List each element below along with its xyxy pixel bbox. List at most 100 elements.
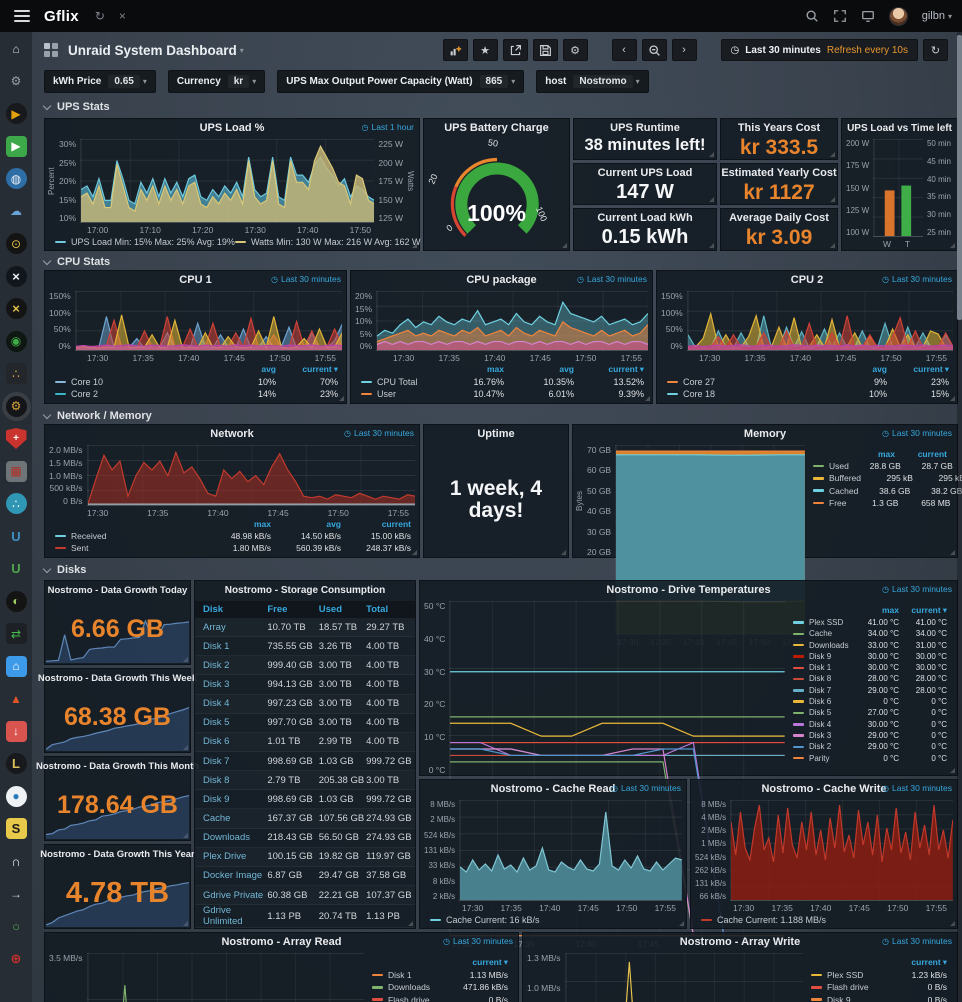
- sidebar-app-icon[interactable]: ●: [5, 785, 27, 807]
- time-range-link[interactable]: ◷ Last 30 minutes: [882, 274, 952, 284]
- share-button[interactable]: [502, 39, 528, 61]
- legend-item[interactable]: Cache 34.00 °C 34.00 °C: [793, 628, 947, 639]
- column-header[interactable]: Disk: [203, 604, 224, 615]
- panel-title[interactable]: Estimated Yearly Cost: [721, 167, 837, 179]
- legend-item[interactable]: Parity 0 °C 0 °C: [793, 753, 947, 764]
- panel-title[interactable]: Nostromo - Cache Write: [761, 783, 887, 795]
- legend-item[interactable]: Plex SSD 1.23 kB/s: [811, 969, 947, 981]
- legend-item[interactable]: Cache Current: 16 kB/s: [430, 915, 540, 925]
- legend-item[interactable]: Sent 1.80 MB/s 560.39 kB/s 248.37 kB/s: [55, 542, 411, 554]
- section-header-disks[interactable]: Disks: [42, 564, 86, 576]
- legend-item[interactable]: Core 10 10% 70%: [55, 376, 338, 388]
- legend-item[interactable]: Free 1.3 GB 658 MB: [813, 497, 950, 509]
- close-tab-icon[interactable]: ×: [118, 9, 126, 23]
- panel-title[interactable]: Nostromo - Drive Temperatures: [606, 584, 771, 596]
- sidebar-app-icon[interactable]: ○: [12, 918, 20, 934]
- legend-item[interactable]: Flash drive 0 B/s: [811, 981, 947, 993]
- time-range-link[interactable]: ◷ Last 30 minutes: [882, 428, 952, 438]
- sidebar-app-icon[interactable]: ×: [5, 265, 27, 287]
- section-header-ups-stats[interactable]: UPS Stats: [42, 101, 110, 113]
- search-icon[interactable]: [805, 9, 819, 23]
- legend-item[interactable]: Disk 5 27.00 °C 0 °C: [793, 707, 947, 718]
- section-header-cpu-stats[interactable]: CPU Stats: [42, 256, 110, 268]
- legend-item[interactable]: Downloads 471.86 kB/s: [372, 981, 508, 993]
- user-menu[interactable]: gilbn ▾: [921, 10, 952, 22]
- legend-item[interactable]: Disk 1 30.00 °C 30.00 °C: [793, 662, 947, 673]
- legend-item[interactable]: Core 27 9% 23%: [667, 376, 949, 388]
- panel-title[interactable]: Nostromo - Data Growth This Month: [35, 760, 200, 772]
- sidebar-app-icon[interactable]: ⊕: [10, 951, 22, 966]
- save-button[interactable]: [532, 39, 558, 61]
- panel-title[interactable]: Network: [210, 428, 254, 440]
- template-variable-dropdown[interactable]: Currency kr ▾: [167, 70, 266, 93]
- panel-title[interactable]: UPS Runtime: [610, 122, 680, 134]
- scrollbar-thumb[interactable]: [957, 35, 962, 320]
- legend-item[interactable]: Cached 38.6 GB 38.2 GB: [813, 485, 962, 497]
- menu-icon[interactable]: [14, 10, 30, 22]
- panel-title[interactable]: Nostromo - Storage Consumption: [224, 584, 386, 596]
- sidebar-app-icon[interactable]: +: [5, 428, 27, 449]
- refresh-dashboard-button[interactable]: ↻: [923, 39, 948, 61]
- sidebar-app-icon[interactable]: S: [5, 818, 27, 839]
- dashboard-grid-icon[interactable]: [44, 42, 59, 58]
- panel-title[interactable]: Nostromo - Data Growth Today: [47, 584, 188, 596]
- sidebar-app-icon[interactable]: ⌂: [12, 41, 20, 56]
- panel-title[interactable]: UPS Load %: [199, 122, 265, 134]
- time-range-link[interactable]: ◷ Last 30 minutes: [882, 783, 952, 793]
- panel-title[interactable]: Average Daily Cost: [729, 212, 829, 224]
- time-back-button[interactable]: ‹: [611, 39, 637, 61]
- time-range-link[interactable]: ◷ Last 30 minutes: [882, 584, 952, 594]
- sidebar-app-icon[interactable]: ◍: [5, 168, 27, 189]
- sidebar-app-icon[interactable]: ⊙: [5, 233, 27, 254]
- template-variable-dropdown[interactable]: UPS Max Output Power Capacity (Watt) 865 …: [277, 70, 525, 93]
- column-header[interactable]: Free: [267, 604, 288, 615]
- panel-title[interactable]: Uptime: [477, 428, 515, 440]
- sidebar-app-icon[interactable]: L: [5, 753, 27, 774]
- panel-title[interactable]: Nostromo - Array Read: [221, 936, 342, 948]
- legend-item[interactable]: Disk 3 29.00 °C 0 °C: [793, 730, 947, 741]
- sidebar-app-icon[interactable]: ⌂: [5, 655, 27, 677]
- panel-title[interactable]: CPU 1: [179, 274, 212, 286]
- panel-title[interactable]: UPS Battery Charge: [444, 122, 549, 134]
- legend-item[interactable]: Disk 9 0 B/s: [811, 994, 947, 1002]
- legend-item[interactable]: Watts Min: 130 W Max: 216 W Avg: 162 W: [234, 237, 421, 247]
- sidebar-app-icon[interactable]: ∴: [5, 363, 27, 384]
- legend-item[interactable]: UPS Load Min: 15% Max: 25% Avg: 19%: [55, 237, 235, 247]
- legend-item[interactable]: Disk 7 29.00 °C 28.00 °C: [793, 685, 947, 696]
- template-variable-dropdown[interactable]: host Nostromo ▾: [536, 70, 649, 93]
- legend-item[interactable]: Core 18 10% 15%: [667, 388, 949, 400]
- legend-item[interactable]: Disk 2 29.00 °C 0 °C: [793, 741, 947, 752]
- zoom-out-button[interactable]: [641, 39, 667, 61]
- legend-item[interactable]: Cache Current: 1.188 MB/s: [701, 915, 826, 925]
- sidebar-app-icon[interactable]: ⚙: [5, 395, 27, 417]
- panel-title[interactable]: UPS Load vs Time left: [847, 122, 952, 134]
- sidebar-app-icon[interactable]: ↓: [5, 720, 27, 742]
- sidebar-app-icon[interactable]: ⇄: [5, 623, 27, 644]
- sidebar-app-icon[interactable]: ×: [5, 298, 27, 319]
- legend-item[interactable]: Core 2 14% 23%: [55, 388, 338, 400]
- legend-item[interactable]: Used 28.8 GB 28.7 GB: [813, 460, 953, 472]
- time-range-link[interactable]: ◷ Last 1 hour: [361, 122, 414, 132]
- refresh-tab-icon[interactable]: ↻: [94, 9, 105, 23]
- sidebar-app-icon[interactable]: ⚙: [10, 74, 22, 88]
- legend-item[interactable]: User 10.47% 6.01% 9.39%: [361, 388, 644, 400]
- sidebar-app-icon[interactable]: →: [10, 886, 22, 901]
- sidebar-app-icon[interactable]: ◐: [5, 590, 27, 612]
- panel-title[interactable]: Nostromo - Data Growth This Year: [40, 848, 195, 860]
- time-range-link[interactable]: ◷ Last 30 minutes: [443, 936, 513, 946]
- panel-title[interactable]: Nostromo - Array Write: [679, 936, 801, 948]
- template-variable-dropdown[interactable]: kWh Price 0.65 ▾: [44, 70, 156, 93]
- legend-item[interactable]: Disk 1 1.13 MB/s: [372, 969, 508, 981]
- legend-item[interactable]: Disk 9 30.00 °C 30.00 °C: [793, 651, 947, 662]
- fullscreen-icon[interactable]: [833, 9, 847, 23]
- legend-item[interactable]: Received 48.98 kB/s 14.50 kB/s 15.00 kB/s: [55, 530, 411, 542]
- panel-title[interactable]: This Years Cost: [737, 122, 821, 134]
- star-button[interactable]: ★: [472, 39, 498, 61]
- panel-title[interactable]: Current UPS Load: [597, 167, 693, 179]
- legend-item[interactable]: Disk 8 28.00 °C 28.00 °C: [793, 673, 947, 684]
- sidebar-app-icon[interactable]: ∴: [5, 493, 27, 514]
- time-range-link[interactable]: ◷ Last 30 minutes: [577, 274, 647, 284]
- sidebar-app-icon[interactable]: U: [11, 561, 21, 576]
- panel-title[interactable]: Nostromo - Data Growth This Week: [37, 672, 198, 684]
